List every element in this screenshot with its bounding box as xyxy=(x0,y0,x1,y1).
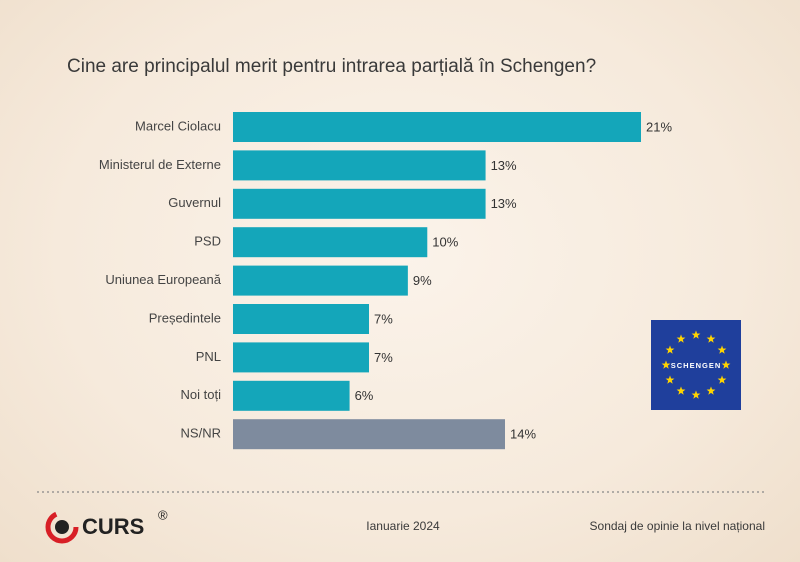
category-label: PNL xyxy=(196,349,221,364)
star xyxy=(706,334,716,343)
category-label: Noi toți xyxy=(181,387,222,402)
chart-title: Cine are principalul merit pentru intrar… xyxy=(67,56,596,77)
star xyxy=(691,390,701,399)
category-label: PSD xyxy=(194,234,221,249)
bar xyxy=(233,265,408,296)
category-label: NS/NR xyxy=(181,426,221,441)
logo-registered: ® xyxy=(158,507,168,522)
value-label: 6% xyxy=(355,388,374,403)
logo: CURS ® xyxy=(45,507,168,544)
schengen-flag: SCHENGEN xyxy=(651,320,741,410)
category-label: Guvernul xyxy=(168,195,221,210)
footer-note: Sondaj de opinie la nivel național xyxy=(590,519,765,533)
star xyxy=(676,334,686,343)
value-label: 7% xyxy=(374,311,393,326)
value-label: 21% xyxy=(646,119,672,134)
value-label: 13% xyxy=(491,158,517,173)
star xyxy=(717,375,727,384)
star xyxy=(691,330,701,339)
bar xyxy=(233,188,486,219)
category-label: Uniunea Europeană xyxy=(105,272,221,287)
badge-text: SCHENGEN xyxy=(671,361,722,370)
bar xyxy=(233,112,641,142)
value-label: 7% xyxy=(374,350,393,365)
bar xyxy=(233,227,428,258)
star xyxy=(721,360,731,369)
star xyxy=(706,386,716,395)
logo-swoosh xyxy=(45,510,79,544)
star xyxy=(717,345,727,354)
bar xyxy=(233,150,486,181)
category-label: Președintele xyxy=(149,310,221,325)
value-label: 13% xyxy=(491,196,517,211)
bar xyxy=(233,380,350,411)
star xyxy=(676,386,686,395)
star xyxy=(665,375,675,384)
star xyxy=(665,345,675,354)
logo-eye xyxy=(55,520,69,534)
bar xyxy=(233,419,505,450)
value-label: 14% xyxy=(510,427,536,442)
value-label: 10% xyxy=(432,235,458,250)
category-label: Marcel Ciolacu xyxy=(135,118,221,133)
value-label: 9% xyxy=(413,273,432,288)
star xyxy=(661,360,671,369)
category-label: Ministerul de Externe xyxy=(99,157,221,172)
flag-stars xyxy=(661,330,731,399)
footer-date: Ianuarie 2024 xyxy=(366,519,440,533)
bar xyxy=(233,304,369,334)
bar xyxy=(233,342,369,373)
logo-text: CURS xyxy=(82,514,144,539)
